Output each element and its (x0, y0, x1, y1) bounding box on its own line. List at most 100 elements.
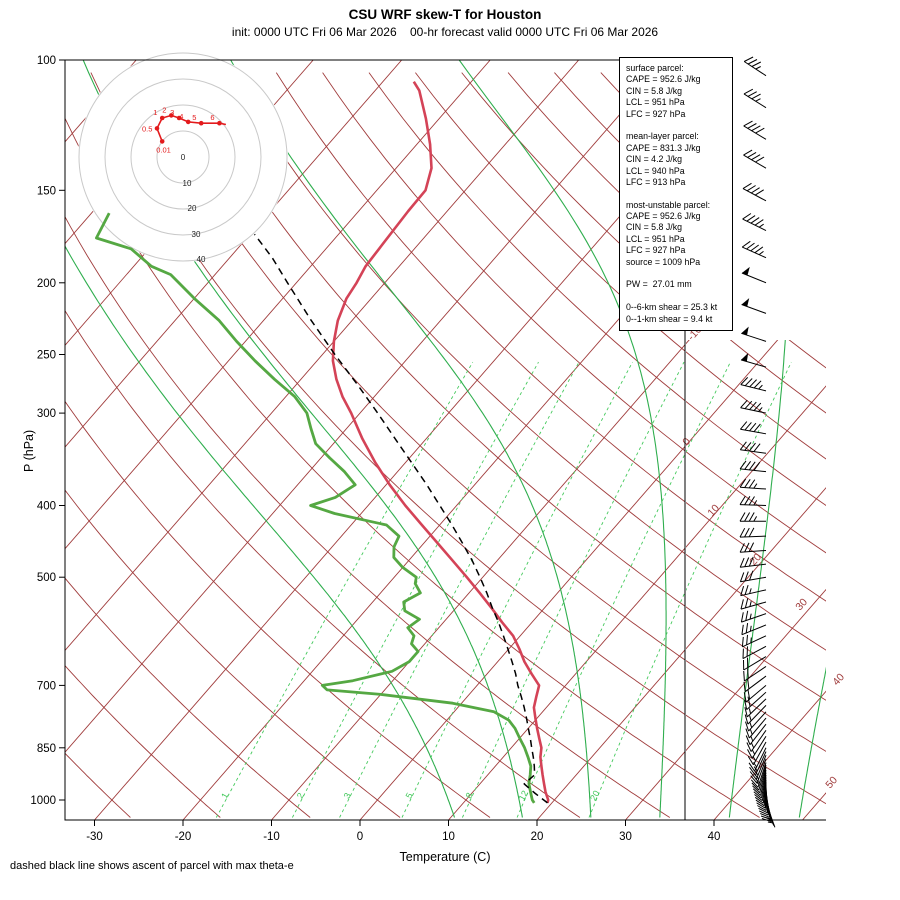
dry-adiabat-line (229, 72, 826, 818)
wind-barb (741, 326, 767, 342)
y-tick-label: 200 (37, 278, 56, 290)
dry-adiabat-line (368, 72, 826, 818)
wind-barb (740, 377, 767, 392)
mixing-ratio-line (461, 361, 685, 818)
hodograph-point (198, 120, 204, 126)
y-tick-label: 150 (37, 185, 56, 197)
wind-barb (743, 666, 767, 682)
wind-barb (739, 570, 767, 583)
wind-barb (753, 772, 767, 799)
hodograph-point (169, 113, 174, 118)
dry-adiabat-line (65, 72, 760, 818)
wind-barb (740, 399, 767, 414)
mixing-ratio-label: 5 (404, 791, 415, 800)
hodograph-bg (78, 52, 288, 262)
wind-barb (743, 675, 767, 693)
wind-barb (752, 769, 767, 796)
x-axis-title: Temperature (C) (399, 850, 491, 864)
hodograph-point-label: 6 (210, 113, 214, 122)
x-tick-label: 30 (619, 831, 632, 843)
wind-barb (752, 767, 767, 794)
mixing-ratio-line (401, 361, 633, 818)
wind-barb (741, 634, 767, 648)
isotherm-line (625, 60, 826, 820)
wind-barb-column (739, 56, 776, 828)
hodograph-point-label: 5 (192, 113, 196, 122)
wind-barb (739, 542, 767, 553)
mixing-ratio-label: 1 (219, 791, 230, 800)
legend-line: CIN = 5.8 J/kg (626, 85, 682, 96)
mixing-ratio-line (215, 361, 474, 818)
hodograph-point-label: 0.01 (156, 145, 171, 154)
dry-adiabat-line (461, 72, 826, 818)
sounding-curves (95, 81, 550, 804)
hodograph-point (159, 115, 165, 121)
isotherm-line (536, 60, 826, 820)
moist-adiabat-line (798, 60, 826, 818)
wind-barb (745, 711, 767, 732)
chart-title: CSU WRF skew-T for Houston (348, 7, 542, 22)
dry-adiabat-line (65, 72, 671, 818)
hodograph-ring-label: 40 (197, 255, 206, 264)
wind-barb (739, 556, 767, 568)
legend-line: LFC = 913 hPa (626, 176, 686, 187)
hodograph-point-label: 1 (153, 108, 157, 117)
legend-line: surface parcel: (626, 63, 684, 73)
dewpoint-curve (95, 212, 536, 804)
dry-adiabat-line (90, 72, 826, 818)
dry-adiabat-line (65, 72, 401, 818)
mixing-ratio-label: 12 (517, 789, 531, 803)
wind-barb (739, 460, 767, 473)
temperature-curve (331, 81, 550, 804)
y-tick-label: 100 (37, 55, 56, 67)
wind-barb (741, 623, 767, 636)
hodograph: 0 10 20 30 40 0.01 0.51 2 3 4 5 6 (78, 52, 288, 264)
x-tick-label: 40 (708, 831, 721, 843)
isotherm-line (891, 60, 900, 820)
mixing-ratio-label: 3 (342, 791, 353, 800)
wind-barb (745, 717, 767, 739)
parcel-stats-box: surface parcel: CAPE = 952.6 J/kg CIN = 5.… (619, 57, 733, 331)
hodograph-point-label: 0.5 (142, 124, 152, 133)
wind-barb (740, 584, 767, 597)
isotherm-label: 10 (705, 502, 722, 519)
legend-line: CAPE = 831.3 J/kg (626, 142, 701, 153)
hodograph-ring-label: 10 (183, 179, 192, 188)
wind-barb (743, 684, 767, 703)
hodograph-point (217, 120, 222, 126)
hodograph-point (176, 115, 182, 121)
wind-barb (741, 298, 767, 314)
moist-adiabat-line (728, 60, 790, 818)
legend-line: PW = 27.01 mm (626, 279, 692, 290)
wind-barb (744, 705, 767, 725)
hodograph-ring (78, 52, 288, 262)
y-tick-label: 300 (37, 408, 56, 420)
dry-adiabat-line (322, 72, 826, 818)
isotherm-label: 50 (823, 774, 840, 791)
mixing-ratio-label: 20 (588, 789, 602, 803)
hodograph-point (159, 139, 165, 144)
wind-barb (754, 774, 767, 802)
plot-border (64, 59, 686, 821)
legend-line: LFC = 927 hPa (626, 108, 686, 119)
mixing-ratio-label: 2 (295, 791, 306, 800)
legend-line (626, 188, 726, 199)
mixing-ratio-line (339, 361, 580, 818)
wind-barb (741, 240, 767, 259)
hodograph-ring (104, 78, 262, 236)
legend-line: CAPE = 952.6 J/kg (626, 211, 701, 222)
wind-barb (740, 598, 767, 610)
x-tick-label: 10 (442, 831, 455, 843)
wind-barb (739, 441, 767, 454)
legend-line: mean-layer parcel: (626, 131, 699, 142)
y-tick-label: 500 (37, 572, 56, 584)
chart-subtitle: init: 0000 UTC Fri 06 Mar 2026 00-hr for… (231, 25, 659, 39)
dry-adiabat-line (415, 72, 826, 818)
legend-line (626, 268, 726, 279)
wind-barb (743, 88, 767, 109)
wind-barb (744, 691, 767, 710)
legend-line (626, 120, 726, 131)
dry-adiabat-line (275, 72, 826, 818)
mixing-ratio-line (292, 361, 539, 818)
